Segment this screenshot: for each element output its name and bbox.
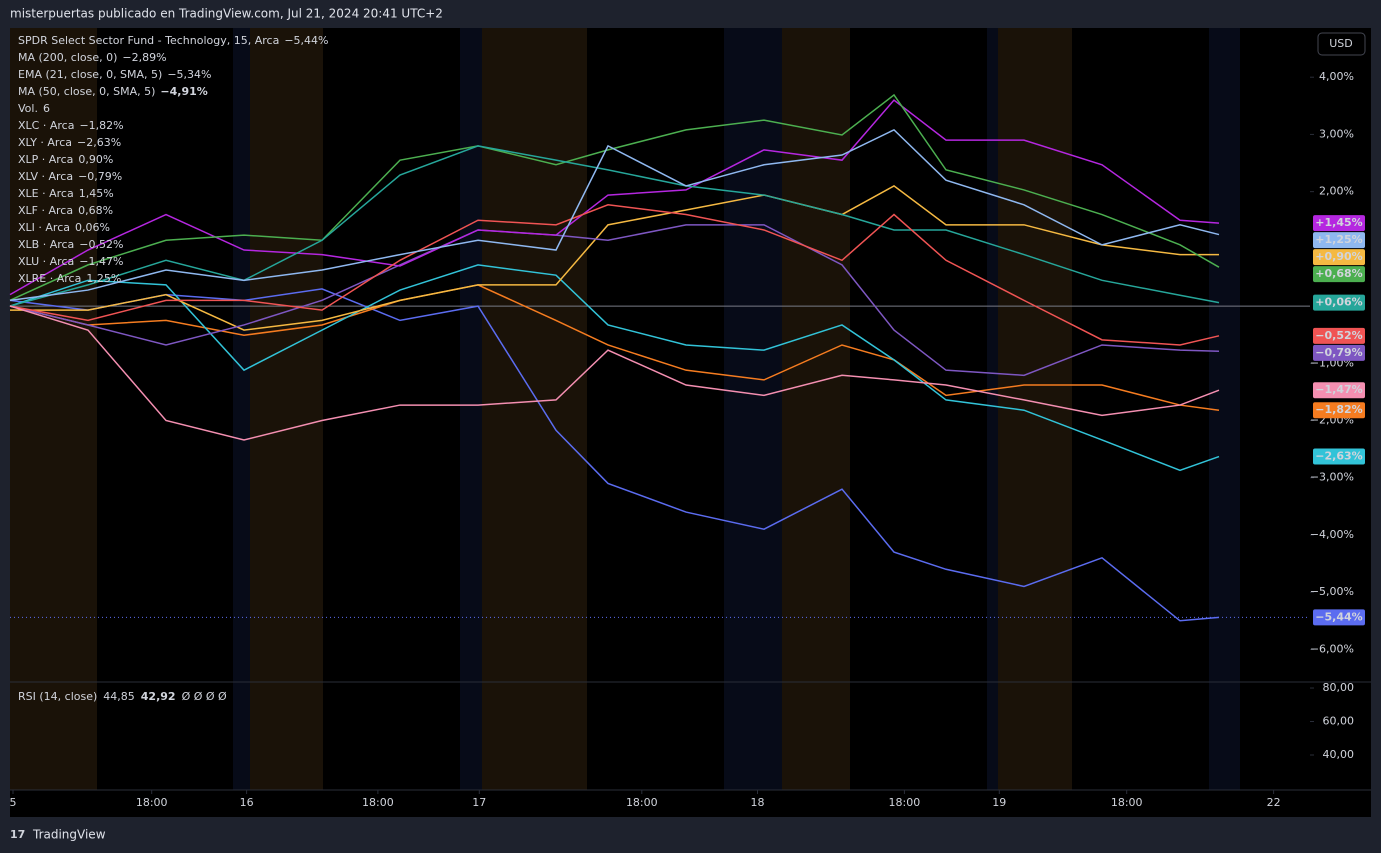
value-badge-label: +1,25%	[1315, 233, 1362, 246]
value-badge	[1313, 382, 1365, 399]
footer-logo: 𝟭𝟳	[10, 828, 25, 841]
x-tick-label: 22	[1267, 796, 1281, 809]
rsi-value: 42,92	[141, 690, 176, 703]
value-badge-label: +0,68%	[1315, 267, 1362, 280]
y-tick-label: −3,00%	[1310, 471, 1354, 484]
legend-name: XLE · Arca	[18, 187, 74, 200]
x-tick-label: 17	[472, 796, 486, 809]
legend-value: −1,82%	[79, 119, 123, 132]
value-badge	[1313, 402, 1365, 419]
header-text: misterpuertas publicado en TradingView.c…	[10, 7, 443, 21]
legend-value: 6	[43, 102, 50, 115]
legend-name: XLC · Arca	[18, 119, 74, 132]
legend-name: EMA (21, close, 0, SMA, 5)	[18, 68, 162, 81]
series-line	[9, 305, 1220, 441]
value-badge-label: +1,45%	[1315, 216, 1362, 229]
legend-value: −5,44%	[284, 34, 328, 47]
legend-value: −4,91%	[160, 85, 207, 98]
x-tick-label: 18	[751, 796, 765, 809]
x-tick-label: 18:00	[362, 796, 394, 809]
rsi-y-tick-label: 60,00	[1323, 715, 1355, 728]
legend-value: 1,45%	[79, 187, 114, 200]
series-line	[9, 128, 1220, 302]
legend-value: −0,79%	[78, 170, 122, 183]
x-tick-label: 18:00	[136, 796, 168, 809]
value-badge-label: +0,90%	[1315, 250, 1362, 263]
value-badge-label: −0,52%	[1315, 329, 1362, 342]
value-badge-label: −0,79%	[1315, 346, 1362, 359]
legend-name: XLB · Arca	[18, 238, 74, 251]
series-line	[9, 264, 1220, 472]
legend-value: 0,06%	[75, 221, 110, 234]
currency-button-text[interactable]: USD	[1329, 37, 1353, 50]
session-bands	[10, 28, 1240, 790]
x-tick-label: 19	[992, 796, 1006, 809]
legend-value: −2,89%	[122, 51, 166, 64]
series-line	[9, 284, 1220, 411]
legend-name: XLI · Arca	[18, 221, 70, 234]
legend-name: SPDR Select Sector Fund - Technology, 15…	[18, 34, 279, 47]
series-line	[9, 93, 1220, 302]
value-badge-label: −5,44%	[1315, 610, 1362, 623]
value-badge	[1313, 327, 1365, 344]
value-badge	[1313, 344, 1365, 361]
value-badge-label: +0,06%	[1315, 296, 1362, 309]
y-tick-label: 4,00%	[1319, 70, 1354, 83]
value-badge-label: −1,82%	[1315, 403, 1362, 416]
value-badge	[1313, 609, 1365, 626]
y-tick-label: 3,00%	[1319, 127, 1354, 140]
rsi-title: RSI (14, close)	[18, 690, 97, 703]
legend-name: XLF · Arca	[18, 204, 73, 217]
x-tick-label: 5	[9, 796, 16, 809]
legend-value: −0,52%	[79, 238, 123, 251]
y-tick-label: −4,00%	[1310, 528, 1354, 541]
legend-name: XLP · Arca	[18, 153, 73, 166]
x-tick-label: 16	[240, 796, 254, 809]
x-tick-label: 18:00	[1111, 796, 1143, 809]
legend-value: 0,90%	[78, 153, 113, 166]
y-tick-label: −5,00%	[1310, 585, 1354, 598]
rsi-placeholders: Ø Ø Ø Ø	[182, 690, 227, 703]
value-badge-label: −2,63%	[1315, 450, 1362, 463]
value-badge	[1313, 266, 1365, 283]
x-tick-label: 18:00	[889, 796, 921, 809]
legend-name: XLV · Arca	[18, 170, 73, 183]
legend-name: XLU · Arca	[18, 255, 74, 268]
rsi-y-tick-label: 80,00	[1323, 681, 1355, 694]
series-line	[9, 145, 1220, 307]
value-badge	[1313, 294, 1365, 311]
legend-name: Vol.	[18, 102, 38, 115]
series-line	[9, 288, 1220, 622]
rsi-y-tick-label: 40,00	[1323, 748, 1355, 761]
legend-name: MA (200, close, 0)	[18, 51, 117, 64]
legend-value: −2,63%	[77, 136, 121, 149]
legend-value: 1,25%	[86, 272, 121, 285]
legend-value: −1,47%	[79, 255, 123, 268]
legend-value: −5,34%	[167, 68, 211, 81]
y-tick-label: 2,00%	[1319, 185, 1354, 198]
value-badge-label: −1,47%	[1315, 383, 1362, 396]
legend-name: XLRE · Arca	[18, 272, 81, 285]
value-badge	[1313, 448, 1365, 465]
series-line	[9, 204, 1220, 346]
series-line	[9, 99, 1220, 296]
value-badge	[1313, 232, 1365, 249]
currency-button[interactable]	[1317, 32, 1366, 56]
value-badge	[1313, 249, 1365, 266]
y-tick-label: −6,00%	[1310, 642, 1354, 655]
legend-name: MA (50, close, 0, SMA, 5)	[18, 85, 155, 98]
footer-logo-text: TradingView	[32, 828, 106, 842]
series-line	[9, 224, 1220, 377]
x-tick-label: 18:00	[626, 796, 658, 809]
legend-value: 0,68%	[78, 204, 113, 217]
value-badge	[1313, 215, 1365, 232]
legend-name: XLY · Arca	[18, 136, 72, 149]
series-line	[10, 185, 1219, 331]
rsi-value: 44,85	[103, 690, 135, 703]
